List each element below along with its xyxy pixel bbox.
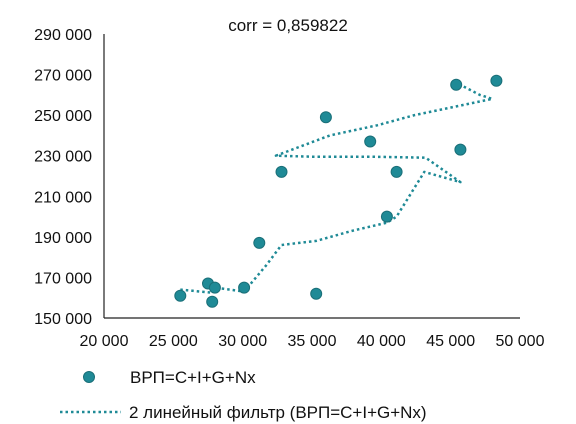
trendline-series [180, 81, 494, 294]
y-tick-label: 170 000 [34, 270, 92, 287]
data-point [253, 236, 266, 249]
legend-marker-points [83, 371, 95, 383]
x-tick-label: 35 000 [288, 333, 337, 350]
x-tick-label: 25 000 [149, 333, 198, 350]
data-point [454, 143, 467, 156]
scatter-series [174, 74, 503, 308]
data-point [174, 289, 187, 302]
y-tick-label: 190 000 [34, 230, 92, 247]
y-tick-label: 230 000 [34, 149, 92, 166]
x-tick-label: 50 000 [496, 333, 545, 350]
data-point [238, 281, 251, 294]
y-tick-label: 250 000 [34, 108, 92, 125]
x-tick-label: 45 000 [426, 333, 475, 350]
chart-title: corr = 0,859822 [228, 16, 348, 35]
data-point [208, 281, 221, 294]
data-point [490, 74, 503, 87]
legend-label-points: ВРП=C+I+G+Nx [130, 368, 256, 387]
trendline-path [180, 81, 494, 294]
legend-label-trendline: 2 линейный фильтр (ВРП=C+I+G+Nx) [129, 403, 427, 422]
data-point [275, 165, 288, 178]
x-tick-label: 40 000 [357, 333, 406, 350]
y-tick-label: 270 000 [34, 68, 92, 85]
y-axis: 150 000 170 000 190 000 210 000 230 000 250 0… [34, 27, 105, 328]
data-point [390, 165, 403, 178]
data-point [364, 135, 377, 148]
data-point [380, 210, 393, 223]
y-tick-label: 290 000 [34, 27, 92, 44]
y-tick-label: 150 000 [34, 311, 92, 328]
data-point [450, 78, 463, 91]
x-tick-label: 30 000 [218, 333, 267, 350]
y-tick-label: 210 000 [34, 189, 92, 206]
data-point [310, 287, 323, 300]
data-point [319, 111, 332, 124]
data-point [206, 295, 219, 308]
legend: ВРП=C+I+G+Nx 2 линейный фильтр (ВРП=C+I+… [60, 368, 427, 422]
x-tick-label: 20 000 [80, 333, 129, 350]
x-axis: 20 000 25 000 30 000 35 000 40 000 45 000 50 0… [80, 317, 545, 350]
